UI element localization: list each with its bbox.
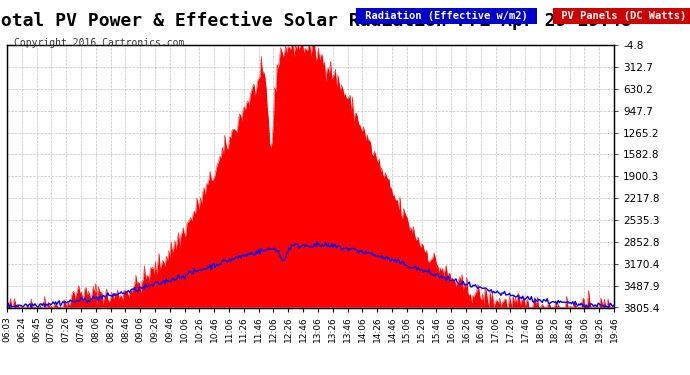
Text: Radiation (Effective w/m2): Radiation (Effective w/m2) bbox=[359, 11, 534, 21]
Text: Total PV Power & Effective Solar Radiation Fri Apr 29 19:48: Total PV Power & Effective Solar Radiati… bbox=[0, 11, 631, 30]
Text: PV Panels (DC Watts): PV Panels (DC Watts) bbox=[555, 11, 690, 21]
Text: Copyright 2016 Cartronics.com: Copyright 2016 Cartronics.com bbox=[14, 38, 184, 48]
